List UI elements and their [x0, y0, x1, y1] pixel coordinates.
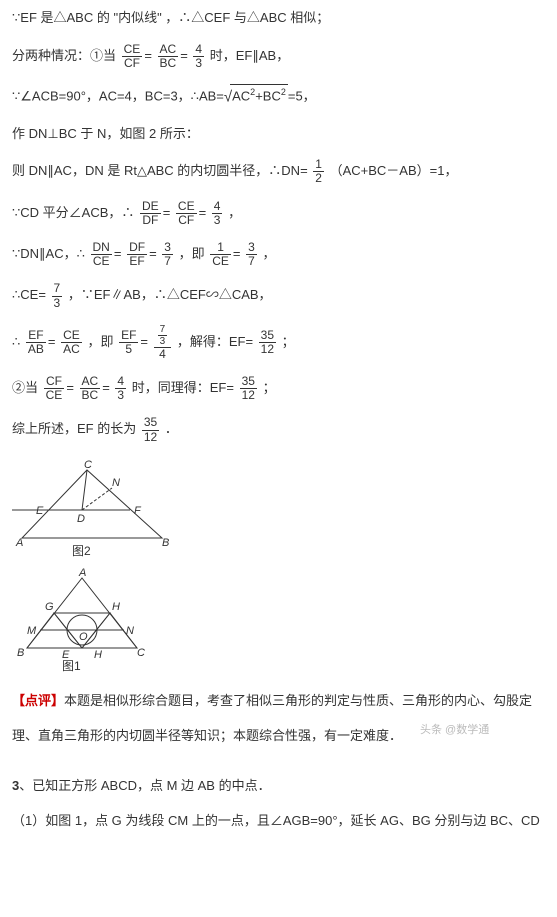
text: ，: [262, 246, 275, 261]
fraction: 73 4: [154, 324, 172, 361]
para-8: ∴CE= 73 ，∵EF∥AB，∴△CEF∽△CAB，: [12, 282, 545, 309]
fraction: 3512: [240, 375, 257, 402]
fraction: 73: [52, 282, 63, 309]
text: 本题是相似形综合题目，考查了相似三角形的判定与性质、三角形的内心、勾股定: [64, 693, 532, 708]
text: =5，: [288, 89, 316, 104]
svg-text:C: C: [84, 459, 92, 471]
svg-text:B: B: [162, 537, 169, 549]
para-4: 作 DN⊥BC 于 N，如图 2 所示：: [12, 124, 545, 145]
figure-1-svg: A B C G H M N O E H 图1: [12, 568, 152, 673]
dianping-label: 【点评】: [12, 693, 64, 708]
svg-text:A: A: [15, 537, 23, 549]
text: 作 DN⊥BC 于 N，如图 2 所示：: [12, 126, 199, 141]
fraction: 43: [212, 200, 223, 227]
fraction: 3512: [142, 416, 159, 443]
svg-text:E: E: [36, 505, 44, 517]
text: 时，EF∥AB，: [210, 48, 289, 63]
watermark: 头条 @数学通: [420, 722, 489, 740]
text: ，∵EF∥AB，∴△CEF∽△CAB，: [68, 288, 272, 303]
text: ∴: [12, 334, 20, 349]
fraction: 37: [246, 241, 257, 268]
fraction: DEDF: [140, 200, 161, 227]
fraction: CECF: [122, 43, 143, 70]
fraction: ACBC: [158, 43, 179, 70]
text: 时，同理得：EF=: [132, 380, 234, 395]
text: ；: [282, 334, 295, 349]
fraction: 43: [115, 375, 126, 402]
text: ∴CE=: [12, 288, 46, 303]
text: 则 DN∥AC，DN 是 Rt△ABC 的内切圆半径，∴DN=: [12, 163, 308, 178]
figure-1-caption: 图1: [62, 659, 81, 673]
para-6: ∵CD 平分∠ACB，∴ DEDF= CECF= 43 ，: [12, 200, 545, 227]
svg-text:H: H: [94, 649, 102, 661]
figure-2-svg: C A B E F D N 图2: [12, 458, 172, 558]
svg-text:H: H: [112, 601, 120, 613]
para-1: ∵EF 是△ABC 的 "内似线" ，∴△CEF 与△ABC 相似；: [12, 8, 545, 29]
fraction: CECF: [176, 200, 197, 227]
text: （1）如图 1，点 G 为线段 CM 上的一点，且∠AGB=90°，延长 AG、…: [12, 813, 540, 828]
figure-1: A B C G H M N O E H 图1: [12, 568, 545, 673]
text: （AC+BC－AB）=1，: [330, 163, 458, 178]
svg-text:D: D: [77, 513, 85, 525]
fraction: 3512: [259, 329, 276, 356]
para-7: ∵DN∥AC，∴ DNCE= DFEF= 37 ，即 1CE= 37 ，: [12, 241, 545, 268]
svg-text:N: N: [126, 625, 134, 637]
fraction: 1CE: [210, 241, 231, 268]
para-5: 则 DN∥AC，DN 是 Rt△ABC 的内切圆半径，∴DN= 12 （AC+B…: [12, 158, 545, 185]
svg-text:O: O: [79, 631, 88, 643]
svg-text:A: A: [78, 568, 86, 579]
text: ；: [263, 380, 276, 395]
text: ∵DN∥AC，∴: [12, 246, 85, 261]
fraction: EFAB: [26, 329, 46, 356]
para-10: ②当 CFCE= ACBC= 43 时，同理得：EF= 3512 ；: [12, 375, 545, 402]
svg-text:N: N: [112, 477, 120, 489]
para-3: ∵∠ACB=90°，AC=4，BC=3，∴AB=√AC2+BC2=5，: [12, 84, 545, 109]
text: ．: [165, 421, 178, 436]
para-11: 综上所述，EF 的长为 3512 ．: [12, 416, 545, 443]
svg-text:C: C: [137, 647, 145, 659]
para-9: ∴ EFAB= CEAC ，即 EF5= 73 4 ，解得：EF= 3512 ；: [12, 324, 545, 361]
fraction: EF5: [119, 329, 138, 356]
text: 、已知正方形 ABCD，点 M 边 AB 的中点．: [19, 778, 270, 793]
para-2: 分两种情况：①当 CECF= ACBC= 43 时，EF∥AB，: [12, 43, 545, 70]
text: ，: [228, 205, 241, 220]
text: ，即: [179, 246, 205, 261]
fraction: CFCE: [44, 375, 65, 402]
fraction: DNCE: [91, 241, 112, 268]
fraction: ACBC: [80, 375, 101, 402]
svg-text:G: G: [45, 601, 54, 613]
fraction: 43: [193, 43, 204, 70]
text: ，解得：EF=: [177, 334, 253, 349]
svg-text:M: M: [27, 625, 37, 637]
dianping-para-1: 【点评】本题是相似形综合题目，考查了相似三角形的判定与性质、三角形的内心、勾股定: [12, 691, 545, 712]
svg-text:F: F: [134, 505, 142, 517]
text: 理、直角三角形的内切圆半径等知识；本题综合性强，有一定难度．: [12, 728, 402, 743]
text: ∵CD 平分∠ACB，∴: [12, 205, 134, 220]
text: ∵EF 是△ABC 的 "内似线" ，∴△CEF 与△ABC 相似；: [12, 10, 329, 25]
text: 综上所述，EF 的长为: [12, 421, 136, 436]
question-3-p1: （1）如图 1，点 G 为线段 CM 上的一点，且∠AGB=90°，延长 AG、…: [12, 811, 545, 832]
fraction: CEAC: [61, 329, 82, 356]
text: ∵∠ACB=90°，AC=4，BC=3，∴AB=: [12, 89, 224, 104]
text: ，即: [87, 334, 113, 349]
text: ②当: [12, 380, 38, 395]
text: 分两种情况：①当: [12, 48, 116, 63]
svg-text:B: B: [17, 647, 24, 659]
sqrt: AC2+BC2: [230, 84, 288, 107]
fraction: 12: [313, 158, 324, 185]
figure-2: C A B E F D N 图2: [12, 458, 545, 558]
figure-2-caption: 图2: [72, 544, 91, 558]
fraction: 37: [162, 241, 173, 268]
fraction: DFEF: [127, 241, 147, 268]
question-3: 3、已知正方形 ABCD，点 M 边 AB 的中点．: [12, 776, 545, 797]
